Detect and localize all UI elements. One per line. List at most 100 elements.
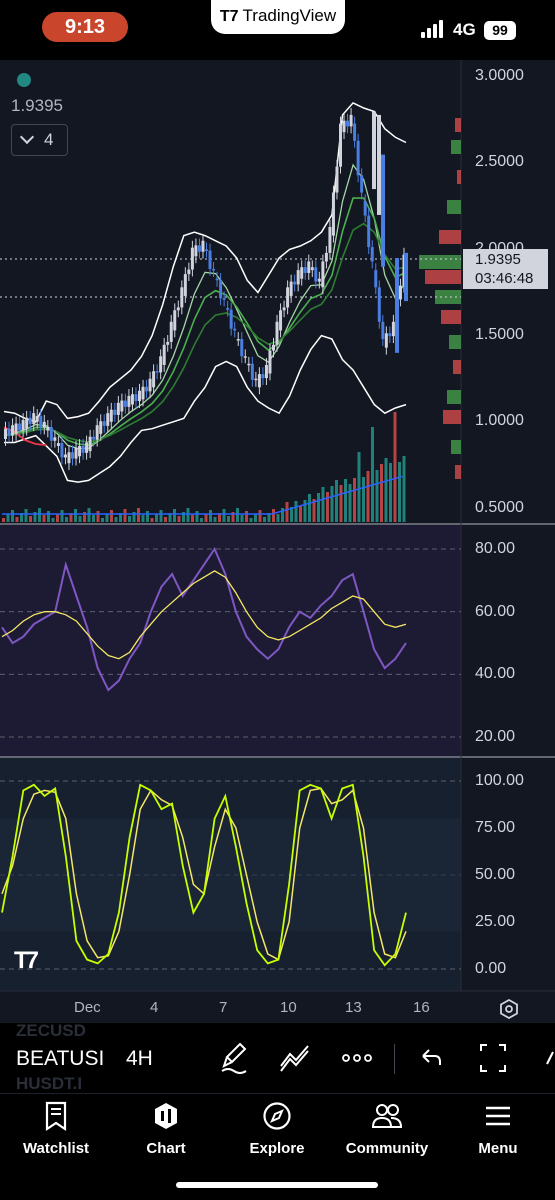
candle-body xyxy=(63,454,67,458)
nav-label: Chart xyxy=(146,1140,186,1157)
volume-bar xyxy=(290,507,293,522)
stoch-axis-label: 50.00 xyxy=(475,866,516,883)
volume-bar xyxy=(6,514,10,522)
ghost-symbol-above[interactable]: ZECUSD xyxy=(16,1021,86,1040)
drawing-tools-icon[interactable] xyxy=(278,1040,312,1076)
bollinger-lower-line xyxy=(4,334,407,483)
candle-body xyxy=(173,310,177,331)
candle-body xyxy=(391,321,395,337)
nav-explore[interactable]: Explore xyxy=(222,1100,332,1157)
ema-slow-line xyxy=(3,222,407,443)
candle-body xyxy=(346,120,350,127)
candle-body xyxy=(99,421,103,434)
nav-watchlist[interactable]: Watchlist xyxy=(1,1100,111,1157)
time-axis-label: 10 xyxy=(280,999,297,1016)
nav-community[interactable]: Community xyxy=(332,1100,442,1157)
signal-icon xyxy=(421,20,447,38)
rsi-axis-label: 40.00 xyxy=(475,665,516,682)
chart-canvas[interactable] xyxy=(0,60,555,1023)
volume-bar xyxy=(51,518,55,522)
candle-body xyxy=(381,154,385,267)
volume-bar xyxy=(200,518,203,522)
volume-bar xyxy=(33,512,37,522)
volume-bar xyxy=(29,516,32,522)
candle-body xyxy=(272,344,275,351)
brush-icon[interactable] xyxy=(218,1040,250,1076)
candle-body xyxy=(116,402,120,415)
nav-label: Watchlist xyxy=(22,1140,90,1157)
candle-body xyxy=(88,436,92,452)
volume-bar xyxy=(249,518,253,522)
candle-body xyxy=(176,307,180,311)
volume-bar xyxy=(177,516,181,522)
volume-bar xyxy=(146,511,149,522)
rsi-line xyxy=(1,546,407,692)
price-axis-label: 0.5000 xyxy=(475,499,524,516)
candle-body xyxy=(155,371,159,373)
rsi-axis-label: 80.00 xyxy=(475,540,516,557)
volume-bar xyxy=(15,517,19,522)
volume-bar xyxy=(375,470,379,522)
fullscreen-icon[interactable] xyxy=(478,1040,508,1076)
candle-body xyxy=(134,394,138,402)
chart-area[interactable] xyxy=(0,60,555,1023)
candle-body xyxy=(197,245,201,252)
rsi-ma-line xyxy=(1,570,407,660)
candle-body xyxy=(254,378,258,381)
price-axis-label: 1.0000 xyxy=(475,412,524,429)
candle-body xyxy=(21,420,25,431)
next-tool-icon[interactable] xyxy=(545,1040,555,1076)
candle-body xyxy=(11,425,15,436)
candle-body xyxy=(261,374,265,379)
candle-body xyxy=(42,421,46,428)
indicator-collapse-button[interactable]: 4 xyxy=(11,124,68,156)
candle-body xyxy=(296,270,300,285)
ghost-symbol-below[interactable]: HUSDT.I xyxy=(16,1074,83,1093)
candle-body xyxy=(141,386,145,400)
chart-settings-icon[interactable] xyxy=(498,998,520,1020)
volume-profile-bar xyxy=(425,270,461,284)
live-status-dot xyxy=(17,73,31,87)
volume-bar xyxy=(195,511,199,522)
volume-bar xyxy=(159,510,163,522)
candle-body xyxy=(215,278,219,281)
candle-body xyxy=(247,363,251,366)
nav-chart[interactable]: Chart xyxy=(111,1100,221,1157)
interval-selector[interactable]: 4H xyxy=(126,1047,153,1070)
candle-body xyxy=(159,356,163,373)
volume-bar xyxy=(258,510,262,522)
more-icon[interactable] xyxy=(342,1040,372,1076)
candle-body xyxy=(53,437,57,441)
volume-bar xyxy=(231,512,235,522)
volume-bar xyxy=(11,510,14,522)
last-price-tag: 1.9395 03:46:48 xyxy=(463,249,548,289)
candle-body xyxy=(201,240,205,252)
volume-bar xyxy=(204,514,208,522)
volume-bar xyxy=(173,509,176,522)
undo-icon[interactable] xyxy=(418,1040,444,1076)
candle-body xyxy=(187,269,191,275)
chart-toolbar xyxy=(0,1023,555,1093)
rsi-axis-label: 20.00 xyxy=(475,728,516,745)
candle-body xyxy=(353,123,357,141)
volume-bar xyxy=(56,514,59,522)
candle-body xyxy=(367,215,371,248)
candle-body xyxy=(7,428,11,436)
volume-profile-bar xyxy=(455,118,461,132)
candle-body xyxy=(384,333,388,348)
candle-body xyxy=(404,252,408,302)
symbol-selector[interactable]: BEATUSI xyxy=(16,1047,105,1070)
battery-level: 99 xyxy=(492,22,508,38)
candle-body xyxy=(286,287,290,308)
price-axis-label: 1.5000 xyxy=(475,326,524,343)
candle-body xyxy=(268,350,272,374)
volume-profile-bar xyxy=(443,410,461,424)
app-indicator[interactable]: T7 TradingView xyxy=(211,0,345,34)
volume-bar xyxy=(128,516,131,522)
bollinger-upper-line xyxy=(3,101,407,423)
candle-body xyxy=(370,247,374,262)
volume-bar xyxy=(353,478,356,522)
tradingview-logo-icon: T7 xyxy=(219,8,239,25)
nav-menu[interactable]: Menu xyxy=(443,1100,553,1157)
candle-body xyxy=(279,310,283,331)
